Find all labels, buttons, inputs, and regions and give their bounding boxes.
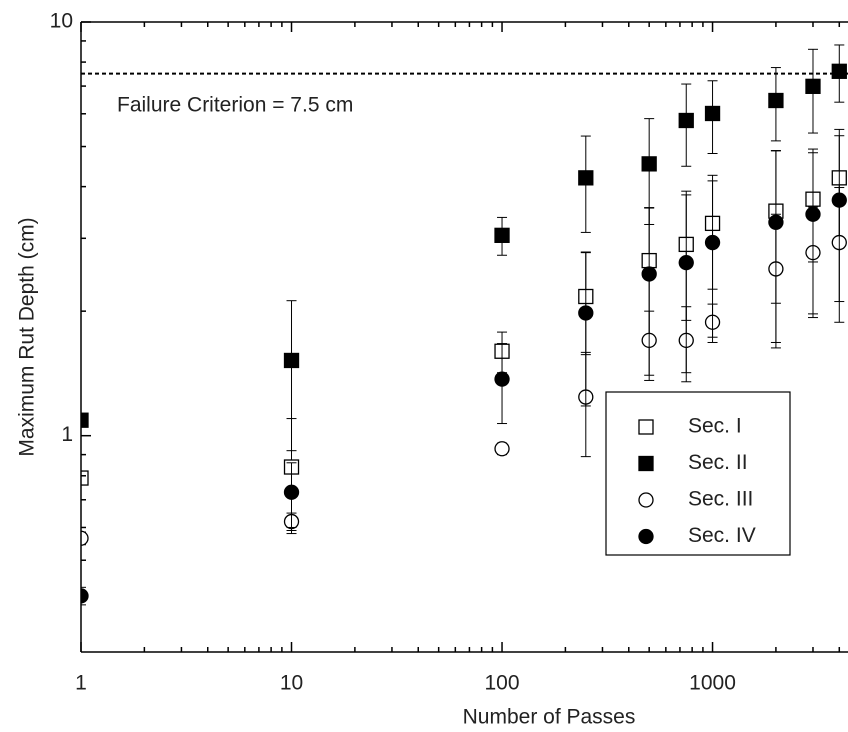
point <box>578 305 594 321</box>
point <box>768 92 784 109</box>
point <box>768 214 784 230</box>
point <box>641 266 657 282</box>
point <box>678 112 694 129</box>
y-axis-label: Maximum Rut Depth (cm) <box>16 217 39 456</box>
point <box>641 156 657 172</box>
y-tick-label: 1 <box>61 423 73 446</box>
point <box>831 63 847 79</box>
point <box>283 484 300 500</box>
legend-label: Sec. I <box>688 415 742 438</box>
point <box>81 588 89 604</box>
point <box>831 192 847 208</box>
x-axis-label: Number of Passes <box>463 706 636 729</box>
point <box>81 412 89 428</box>
x-tick-label: 1 <box>75 672 87 695</box>
legend-marker <box>638 528 654 545</box>
legend-box <box>605 391 791 556</box>
legend-label: Sec. IV <box>688 524 756 547</box>
point <box>805 206 821 222</box>
point <box>81 530 89 546</box>
point <box>805 78 821 94</box>
point <box>494 227 510 243</box>
point <box>704 234 721 251</box>
y-tick-label: 10 <box>50 10 73 33</box>
point <box>494 441 510 457</box>
x-tick-label: 1000 <box>689 672 736 695</box>
point <box>678 254 694 271</box>
point <box>283 352 300 369</box>
point <box>81 470 89 486</box>
legend-marker <box>638 455 654 472</box>
point <box>578 170 594 186</box>
x-tick-label: 10 <box>280 672 303 695</box>
point <box>494 371 510 387</box>
legend-label: Sec. II <box>688 451 748 474</box>
x-tick-label: 100 <box>485 672 520 695</box>
plot-area <box>81 44 847 606</box>
legend-label: Sec. III <box>688 488 753 511</box>
legend-marker <box>638 419 654 435</box>
annotation: Failure Criterion = 7.5 cm <box>117 94 353 117</box>
point <box>704 105 721 122</box>
legend-marker <box>638 492 654 508</box>
